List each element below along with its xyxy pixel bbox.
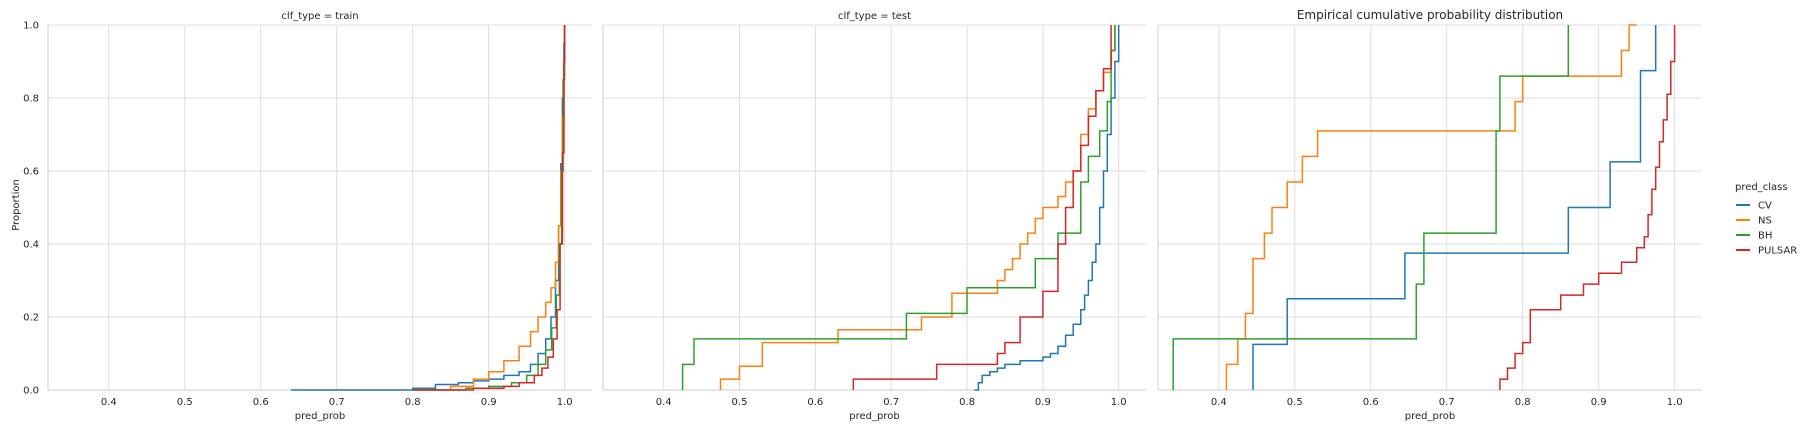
x-tick-label: 0.8 [1515,397,1531,408]
x-tick-label: 0.4 [101,397,117,408]
y-tick-label: 0.2 [23,313,39,324]
x-tick-label: 0.9 [1035,397,1051,408]
panel-title: clf_type = train [281,11,358,22]
x-tick-label: 0.9 [1591,397,1607,408]
x-tick-label: 0.4 [1211,397,1227,408]
x-tick-label: 0.7 [1439,397,1455,408]
legend: pred_class CV NS BH PULSAR [1735,182,1797,257]
x-tick-label: 1.0 [1111,397,1127,408]
x-tick-label: 0.7 [883,397,899,408]
panel-2: 0.4 0.5 0.6 0.7 0.8 0.9 1.0 clf_type = test pred… [602,11,1146,422]
x-axis-label: pred_prob [295,411,345,422]
x-tick-label: 1.0 [557,397,573,408]
series-line-cv [291,25,566,391]
x-tick-label: 0.6 [253,397,269,408]
y-tick-label: 0.8 [23,94,39,105]
series-line-pulsar [412,25,566,391]
x-tick-label: 0.6 [807,397,823,408]
panel-3: 0.4 0.5 0.6 0.7 0.8 0.9 1.0 pred_prob [1157,24,1702,422]
panel-title: clf_type = test [838,11,911,22]
y-axis-label: Proportion [11,179,22,231]
series-line-bh [1172,25,1570,390]
x-axis-label: pred_prob [1405,411,1455,422]
x-tick-label: 0.8 [405,397,421,408]
series-line-ns [719,25,1116,390]
y-tick-label: 1.0 [23,21,39,32]
legend-label-bh: BH [1758,231,1772,242]
x-tick-label: 0.5 [1287,397,1303,408]
x-tick-label: 0.4 [656,397,672,408]
legend-label-ns: NS [1758,216,1772,227]
x-tick-label: 0.7 [329,397,345,408]
x-tick-label: 0.5 [732,397,748,408]
x-tick-label: 0.9 [481,397,497,408]
series-line-bh [681,25,1116,390]
x-tick-label: 1.0 [1667,397,1683,408]
series-line-cv [974,25,1120,391]
x-tick-label: 0.6 [1363,397,1379,408]
panel-1: 0.4 0.5 0.6 0.7 0.8 0.9 1.0 0.0 0.2 0.4 0.6 0.8 1.0 c… [23,11,592,422]
y-tick-label: 0.4 [23,240,39,251]
legend-label-pulsar: PULSAR [1758,246,1797,257]
legend-label-cv: CV [1758,201,1772,212]
y-tick-label: 0.0 [23,386,39,397]
legend-title: pred_class [1735,182,1788,193]
y-tick-label: 0.6 [23,167,39,178]
x-tick-label: 0.8 [959,397,975,408]
series-line-bh [412,25,566,391]
series-line-cv [1252,25,1657,390]
series-line-ns [1225,24,1637,390]
x-tick-label: 0.5 [177,397,193,408]
facet-panels: 0.4 0.5 0.6 0.7 0.8 0.9 1.0 0.0 0.2 0.4 0.6 0.8 1.0 c… [23,11,1702,422]
x-axis-label: pred_prob [849,411,899,422]
figure-suptitle: Empirical cumulative probability distrib… [1297,8,1563,22]
series-line-pulsar [1499,25,1676,390]
series-line-pulsar [852,25,1112,390]
